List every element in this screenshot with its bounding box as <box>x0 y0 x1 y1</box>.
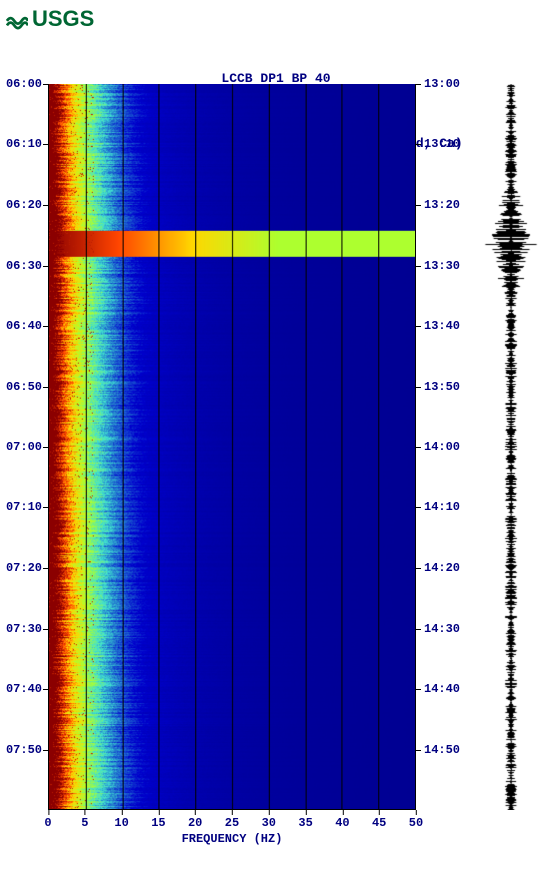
x-axis-label: FREQUENCY (HZ) <box>48 832 416 846</box>
ytick-utc: 13:40 <box>424 320 460 332</box>
xtick: 5 <box>81 816 88 830</box>
wave-icon <box>6 8 28 30</box>
ytick-pdt: 07:00 <box>6 441 42 453</box>
spectrogram-plot <box>48 84 416 810</box>
x-axis-frequency: FREQUENCY (HZ) 05101520253035404550 <box>48 810 416 850</box>
ytick-utc: 13:00 <box>424 78 460 90</box>
ytick-pdt: 06:50 <box>6 381 42 393</box>
xtick: 15 <box>151 816 165 830</box>
xtick: 45 <box>372 816 386 830</box>
xtick: 20 <box>188 816 202 830</box>
ytick-pdt: 07:30 <box>6 623 42 635</box>
usgs-logo: USGS <box>6 6 94 32</box>
ytick-utc: 14:10 <box>424 501 460 513</box>
ytick-pdt: 07:10 <box>6 501 42 513</box>
ytick-pdt: 06:40 <box>6 320 42 332</box>
ytick-pdt: 06:20 <box>6 199 42 211</box>
seismogram-trace <box>478 84 544 810</box>
logo-text: USGS <box>32 6 94 32</box>
spectrogram-canvas <box>48 84 416 810</box>
y-axis-pdt: 06:0006:1006:2006:3006:4006:5007:0007:10… <box>0 84 48 810</box>
ytick-utc: 14:30 <box>424 623 460 635</box>
xtick: 25 <box>225 816 239 830</box>
xtick: 35 <box>298 816 312 830</box>
xtick: 10 <box>114 816 128 830</box>
xtick: 30 <box>262 816 276 830</box>
xtick: 40 <box>335 816 349 830</box>
ytick-pdt: 06:00 <box>6 78 42 90</box>
ytick-utc: 14:20 <box>424 562 460 574</box>
ytick-utc: 13:10 <box>424 138 460 150</box>
ytick-pdt: 07:40 <box>6 683 42 695</box>
seismogram-canvas <box>478 84 544 810</box>
ytick-utc: 13:30 <box>424 260 460 272</box>
ytick-pdt: 07:50 <box>6 744 42 756</box>
ytick-utc: 14:40 <box>424 683 460 695</box>
ytick-pdt: 06:10 <box>6 138 42 150</box>
y-axis-utc: 13:0013:1013:2013:3013:4013:5014:0014:10… <box>416 84 470 810</box>
ytick-pdt: 07:20 <box>6 562 42 574</box>
ytick-utc: 13:20 <box>424 199 460 211</box>
ytick-utc: 13:50 <box>424 381 460 393</box>
ytick-pdt: 06:30 <box>6 260 42 272</box>
xtick: 50 <box>409 816 423 830</box>
ytick-utc: 14:50 <box>424 744 460 756</box>
xtick: 0 <box>44 816 51 830</box>
ytick-utc: 14:00 <box>424 441 460 453</box>
